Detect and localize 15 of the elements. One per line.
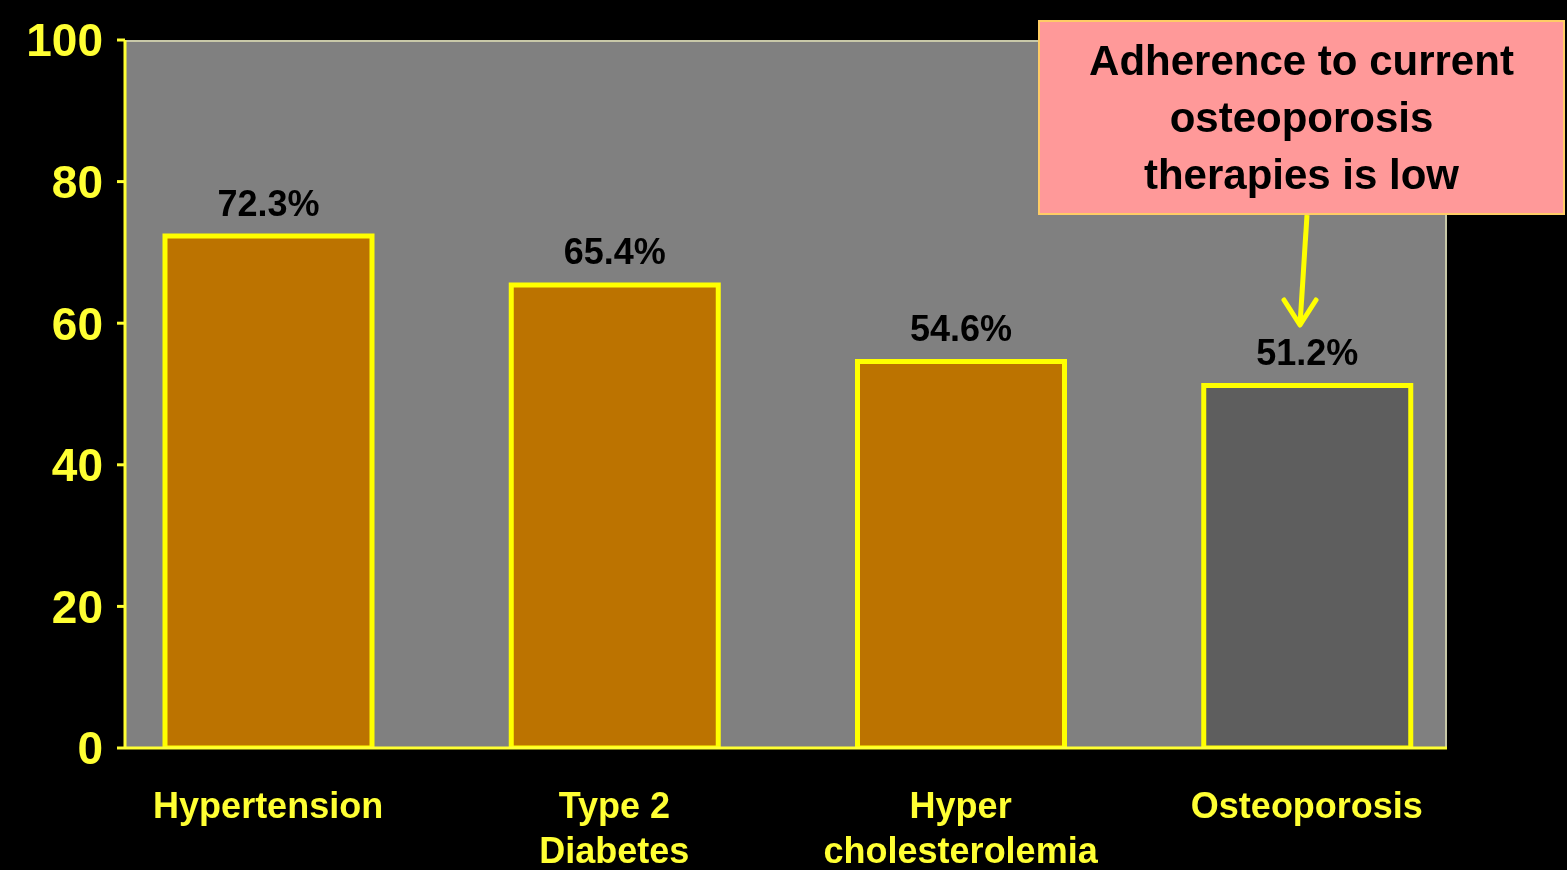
- x-tick-label: Hyper cholesterolemia: [823, 784, 1099, 870]
- data-label: 65.4%: [563, 231, 666, 273]
- x-tick-label: Hypertension: [153, 784, 384, 826]
- y-tick-label: 60: [51, 297, 103, 350]
- data-label: 51.2%: [1256, 332, 1359, 373]
- y-tick-label: 0: [77, 722, 103, 775]
- data-label: 72.3%: [217, 182, 320, 224]
- y-tick-label: 100: [26, 14, 103, 67]
- y-tick-label: 80: [51, 155, 103, 208]
- x-tick-label: Osteoporosis: [1190, 784, 1423, 826]
- x-tick-label: Type 2 Diabetes: [539, 784, 690, 870]
- data-label: 54.6%: [909, 307, 1013, 349]
- y-tick-label: 40: [51, 439, 103, 492]
- annotation: Adherence to current osteoporosis therapies is low: [1089, 36, 1514, 200]
- y-tick-label: 20: [51, 580, 103, 633]
